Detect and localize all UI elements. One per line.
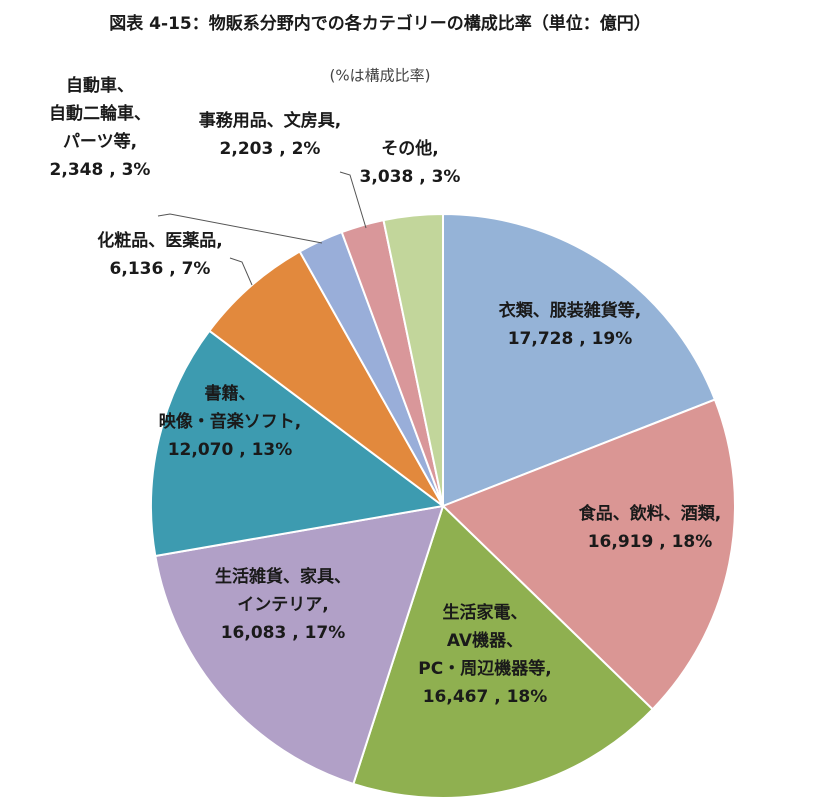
- category-label: 食品、飲料、酒類,: [579, 503, 721, 524]
- pie-slice: [382, 212, 444, 507]
- value-label: 16,083 , 17%: [221, 623, 346, 643]
- value-label: 2,348 , 3%: [50, 160, 151, 180]
- value-label: 6,136 , 7%: [110, 259, 211, 279]
- leader-line: [339, 171, 367, 229]
- pie-slice: [441, 398, 736, 711]
- chart-subtitle: (%は構成比率): [330, 67, 431, 85]
- pie-slice: [150, 329, 446, 558]
- pie-slice: [154, 504, 445, 786]
- category-label: 事務用品、文房具,: [199, 110, 341, 131]
- value-label: 12,070 , 13%: [168, 440, 293, 460]
- value-label: 16,467 , 18%: [423, 687, 548, 707]
- leader-line: [229, 257, 253, 286]
- category-label: 衣類、服装雑貨等,: [499, 300, 641, 321]
- leader-line: [157, 213, 323, 244]
- watermark: 搜狐号@Jungle Scout: [638, 785, 812, 805]
- pie-slice: [207, 250, 444, 507]
- value-label: 16,919 , 18%: [588, 532, 713, 552]
- value-label: 3,038 , 3%: [360, 167, 461, 187]
- chart-title: 図表 4-15：物販系分野内での各カテゴリーの構成比率（単位：億円）: [109, 13, 650, 34]
- value-label: 17,728 , 19%: [508, 329, 633, 349]
- pie-slice: [442, 212, 717, 508]
- category-label: 生活家電、 AV機器、 PC・周辺機器等,: [418, 602, 551, 679]
- pie-slice: [352, 504, 655, 799]
- category-label: 化粧品、医薬品,: [97, 230, 222, 251]
- value-label: 2,203 , 2%: [220, 139, 321, 159]
- category-label: 生活雑貨、家具、インテリア,: [215, 566, 351, 615]
- category-label: 書籍、映像・音楽ソフト,: [159, 383, 301, 432]
- category-label: 自動車、自動二輪車、パーツ等,: [49, 75, 151, 152]
- category-label: その他,: [381, 138, 438, 159]
